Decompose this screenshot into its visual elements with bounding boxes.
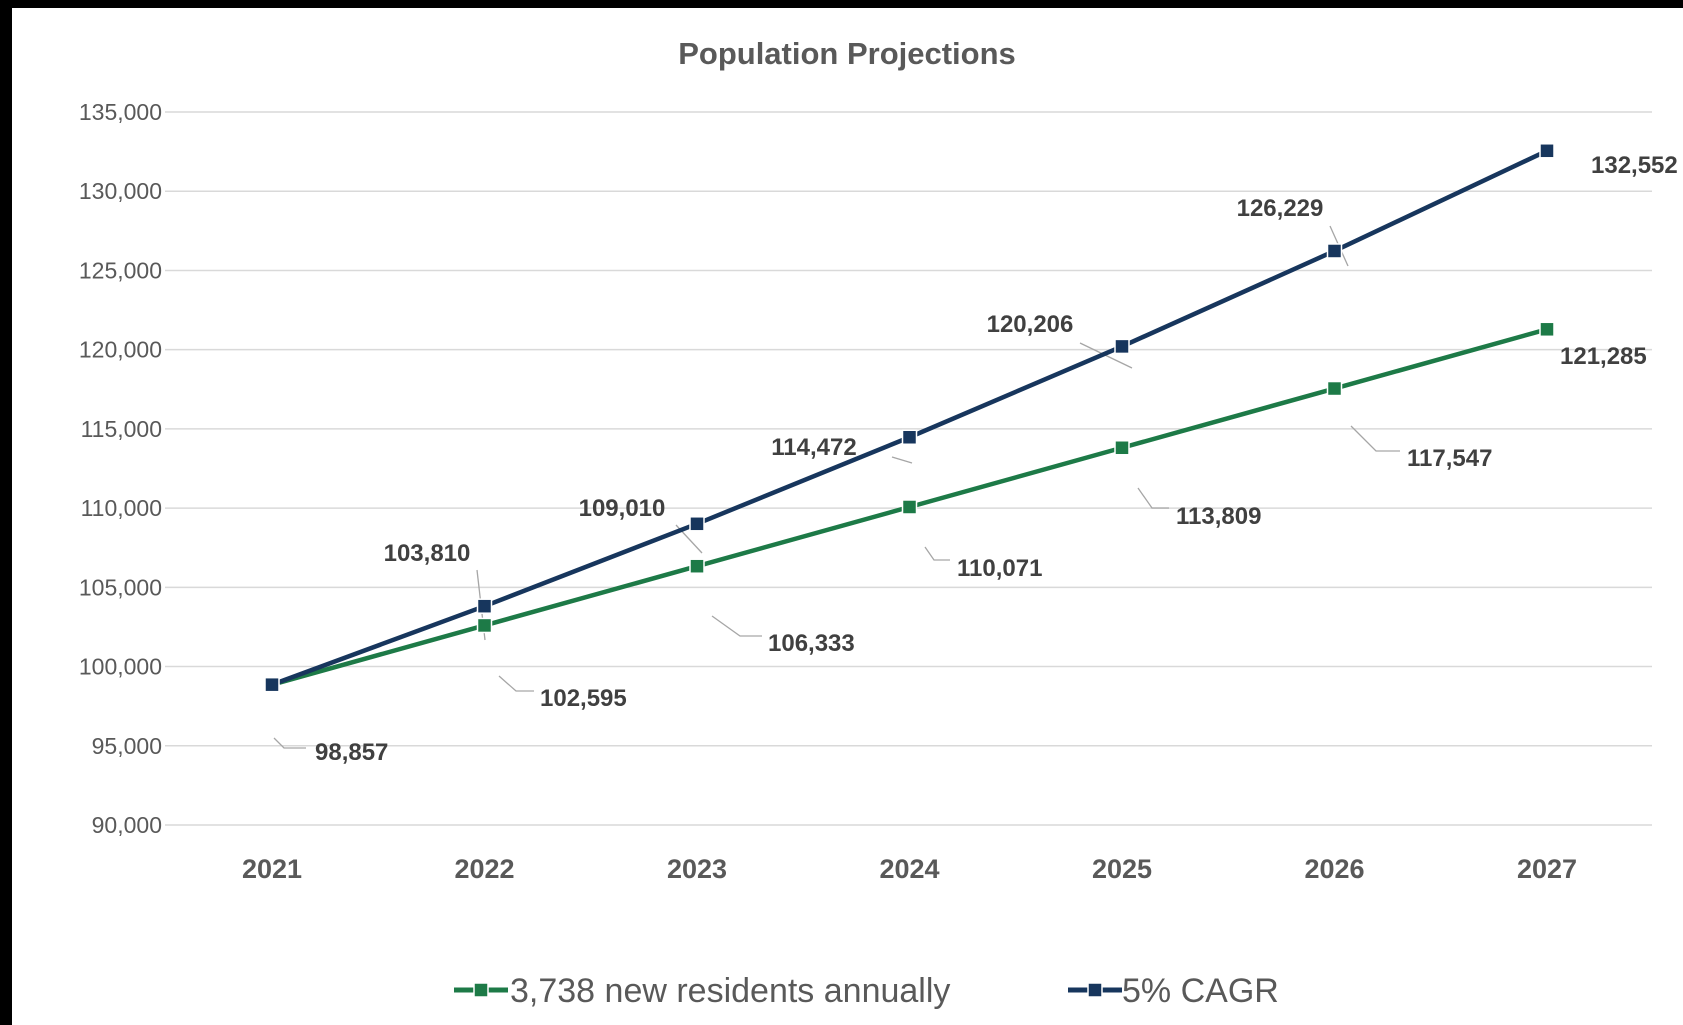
data-point bbox=[476, 598, 493, 614]
x-tick-label: 2026 bbox=[1304, 854, 1364, 884]
x-tick-label: 2024 bbox=[879, 854, 939, 884]
data-point bbox=[1114, 440, 1130, 456]
data-label: 114,472 bbox=[771, 434, 856, 461]
legend-marker bbox=[1087, 982, 1103, 998]
y-tick-label: 90,000 bbox=[92, 812, 162, 838]
data-point bbox=[689, 516, 705, 532]
data-label: 117,547 bbox=[1407, 445, 1492, 472]
data-label: 120,206 bbox=[987, 311, 1074, 338]
data-label: 106,333 bbox=[768, 630, 855, 657]
data-label: 132,552 bbox=[1591, 152, 1678, 179]
x-tick-label: 2022 bbox=[454, 854, 514, 884]
data-point bbox=[264, 676, 280, 693]
series-lines bbox=[264, 143, 1555, 693]
data-label: 126,229 bbox=[1237, 195, 1324, 222]
data-point bbox=[1114, 338, 1130, 355]
data-point bbox=[1539, 321, 1555, 338]
y-tick-label: 100,000 bbox=[79, 654, 162, 680]
data-labels: 98,857 102,595 106,333 110,071 113,809 117,54… bbox=[315, 152, 1678, 766]
x-tick-label: 2023 bbox=[667, 854, 727, 884]
legend-marker bbox=[473, 982, 489, 998]
legend-label: 5% CAGR bbox=[1122, 972, 1279, 1010]
data-label: 102,595 bbox=[540, 685, 627, 712]
series-new-residents bbox=[264, 321, 1555, 693]
data-point bbox=[689, 558, 705, 574]
data-label: 109,010 bbox=[579, 495, 666, 522]
x-tick-label: 2027 bbox=[1517, 854, 1577, 884]
label-leader-line bbox=[1350, 425, 1400, 452]
x-axis-ticks: 2021 2022 2023 2024 2025 2026 2027 bbox=[242, 854, 1577, 884]
label-leader-line bbox=[711, 615, 762, 637]
data-point bbox=[901, 499, 918, 515]
legend-item: 5% CAGR bbox=[1068, 972, 1279, 1010]
data-point bbox=[1539, 143, 1555, 159]
data-label: 103,810 bbox=[384, 540, 471, 567]
label-leader-line bbox=[1137, 487, 1169, 509]
series-cagr bbox=[264, 143, 1555, 693]
series-line bbox=[271, 148, 1548, 687]
x-tick-label: 2021 bbox=[242, 854, 302, 884]
chart-card: Population Projections 90,000 95,000 100,0… bbox=[12, 8, 1683, 1025]
y-tick-label: 105,000 bbox=[79, 574, 162, 600]
legend: 3,738 new residents annually 5% CAGR bbox=[454, 972, 1279, 1010]
y-axis-ticks: 90,000 95,000 100,000 105,000 110,000 115,000… bbox=[79, 99, 162, 838]
y-tick-label: 130,000 bbox=[79, 178, 162, 204]
data-point bbox=[476, 617, 493, 634]
line-chart: Population Projections 90,000 95,000 100,0… bbox=[79, 36, 1678, 1010]
label-leader-line bbox=[924, 546, 950, 561]
data-label: 121,285 bbox=[1560, 343, 1647, 370]
label-leader-line bbox=[498, 675, 534, 692]
legend-item: 3,738 new residents annually bbox=[454, 972, 950, 1010]
chart-title: Population Projections bbox=[678, 36, 1016, 71]
label-leader-line bbox=[891, 456, 913, 464]
data-point bbox=[1326, 243, 1343, 259]
y-tick-label: 125,000 bbox=[79, 257, 162, 283]
y-tick-label: 95,000 bbox=[92, 733, 162, 759]
y-tick-label: 115,000 bbox=[81, 416, 162, 442]
label-leader-lines bbox=[273, 225, 1400, 749]
data-point bbox=[901, 429, 918, 446]
y-tick-label: 135,000 bbox=[79, 99, 162, 125]
legend-label: 3,738 new residents annually bbox=[510, 972, 950, 1010]
data-point bbox=[1326, 380, 1343, 397]
y-tick-label: 120,000 bbox=[79, 337, 162, 363]
data-label: 98,857 bbox=[315, 739, 388, 766]
data-label: 113,809 bbox=[1176, 503, 1261, 530]
data-label: 110,071 bbox=[957, 555, 1042, 582]
y-tick-label: 110,000 bbox=[81, 495, 162, 521]
x-tick-label: 2025 bbox=[1092, 854, 1152, 884]
label-leader-line bbox=[273, 737, 306, 749]
